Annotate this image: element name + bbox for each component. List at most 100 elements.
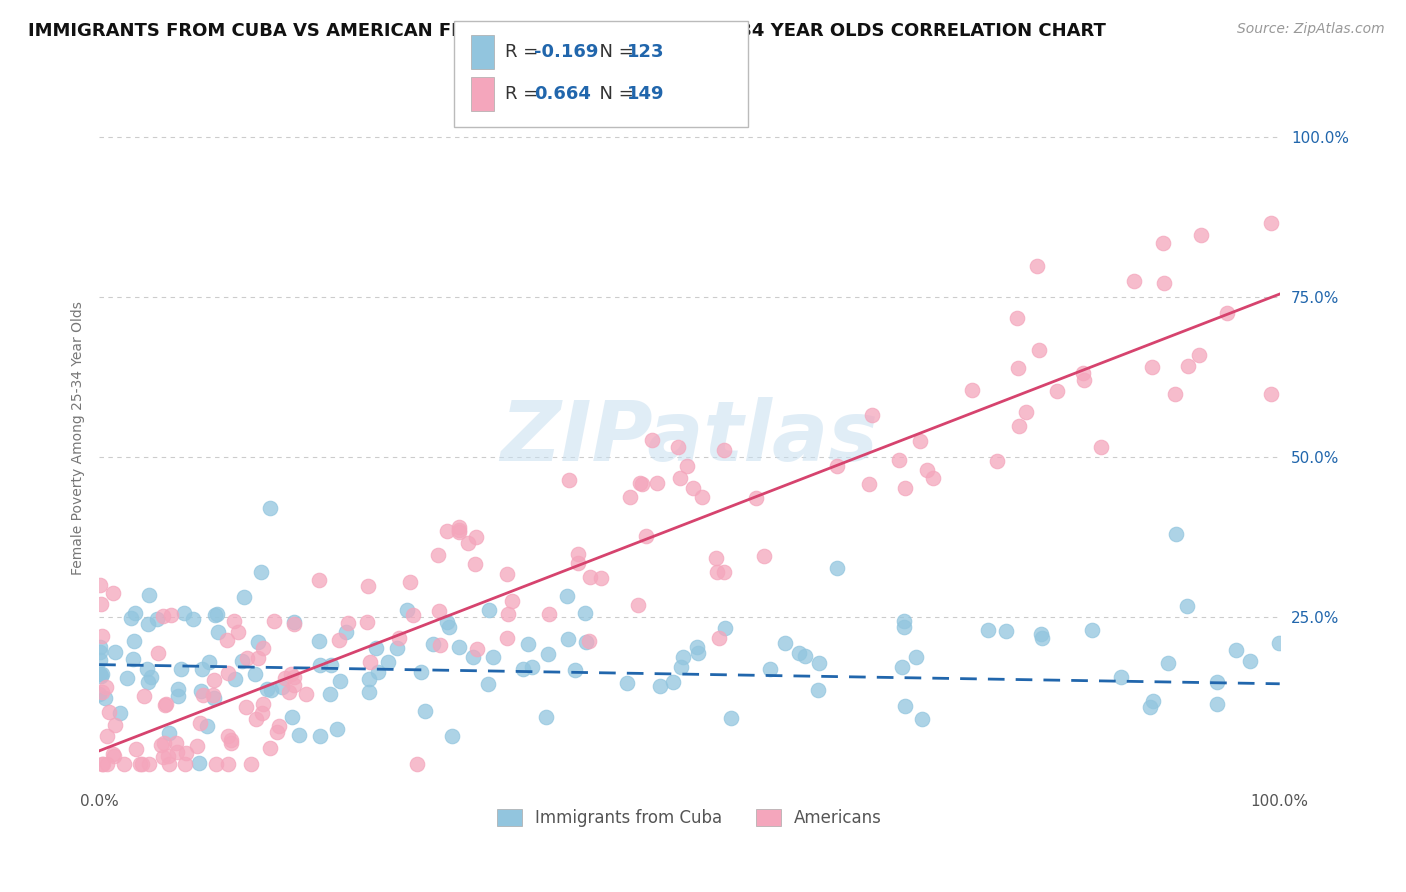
Point	[247, 635, 270, 649]
Point	[108, 706, 131, 720]
Point	[90, 684, 112, 698]
Point	[578, 570, 600, 584]
Point	[1153, 277, 1175, 291]
Point	[1225, 642, 1247, 657]
Point	[911, 712, 934, 726]
Point	[269, 719, 291, 733]
Point	[235, 700, 257, 714]
Point	[1008, 419, 1031, 434]
Point	[224, 673, 246, 687]
Point	[357, 673, 380, 687]
Point	[385, 641, 408, 656]
Point	[464, 557, 486, 571]
Point	[411, 665, 433, 679]
Text: 0.664: 0.664	[534, 85, 591, 103]
Point	[89, 667, 111, 681]
Point	[139, 670, 162, 684]
Point	[190, 684, 212, 698]
Point	[103, 748, 125, 763]
Point	[104, 718, 127, 732]
Point	[96, 729, 118, 743]
Text: Source: ZipAtlas.com: Source: ZipAtlas.com	[1237, 22, 1385, 37]
Point	[893, 614, 915, 628]
Point	[426, 548, 449, 562]
Point	[402, 608, 425, 623]
Point	[294, 687, 316, 701]
Point	[328, 633, 350, 648]
Point	[129, 756, 152, 771]
Point	[1152, 235, 1174, 250]
Point	[283, 616, 305, 631]
Point	[124, 606, 146, 620]
Point	[1090, 440, 1112, 454]
Point	[575, 635, 598, 649]
Point	[152, 736, 174, 750]
Point	[195, 719, 218, 733]
Point	[157, 749, 180, 764]
Point	[994, 624, 1017, 638]
Point	[94, 680, 117, 694]
Point	[271, 680, 294, 694]
Point	[191, 688, 214, 702]
Point	[713, 565, 735, 579]
Point	[1260, 386, 1282, 401]
Point	[308, 573, 330, 587]
Text: R =: R =	[505, 85, 544, 103]
Text: ZIPatlas: ZIPatlas	[501, 397, 879, 478]
Point	[224, 614, 246, 628]
Point	[893, 481, 915, 495]
Point	[429, 639, 451, 653]
Point	[1015, 405, 1038, 419]
Point	[1216, 306, 1239, 320]
Point	[447, 523, 470, 537]
Point	[627, 599, 650, 613]
Point	[538, 607, 561, 621]
Point	[366, 640, 388, 655]
Point	[922, 471, 945, 485]
Point	[173, 606, 195, 620]
Point	[122, 652, 145, 666]
Point	[668, 471, 690, 485]
Point	[537, 648, 560, 662]
Point	[436, 615, 458, 630]
Point	[1028, 343, 1050, 357]
Point	[367, 665, 389, 679]
Point	[138, 588, 160, 602]
Point	[169, 662, 191, 676]
Point	[104, 645, 127, 659]
Point	[744, 491, 766, 505]
Point	[204, 607, 226, 622]
Point	[90, 629, 112, 643]
Point	[690, 491, 713, 505]
Point	[889, 452, 911, 467]
Point	[676, 458, 699, 473]
Point	[202, 673, 225, 687]
Point	[89, 653, 111, 667]
Point	[395, 602, 418, 616]
Point	[250, 565, 273, 579]
Point	[281, 710, 304, 724]
Point	[915, 463, 938, 477]
Point	[977, 624, 1000, 638]
Point	[754, 549, 776, 563]
Point	[188, 756, 211, 770]
Point	[893, 620, 915, 634]
Point	[219, 732, 242, 747]
Point	[437, 620, 460, 634]
Point	[329, 673, 352, 688]
Point	[1177, 359, 1199, 373]
Point	[97, 705, 120, 719]
Point	[174, 747, 197, 761]
Point	[283, 670, 305, 684]
Point	[273, 671, 295, 685]
Point	[1005, 310, 1028, 325]
Point	[628, 475, 651, 490]
Point	[1123, 274, 1146, 288]
Point	[90, 597, 112, 611]
Point	[152, 608, 174, 623]
Point	[157, 726, 180, 740]
Point	[377, 655, 399, 669]
Point	[357, 685, 380, 699]
Point	[616, 676, 638, 690]
Point	[578, 634, 600, 648]
